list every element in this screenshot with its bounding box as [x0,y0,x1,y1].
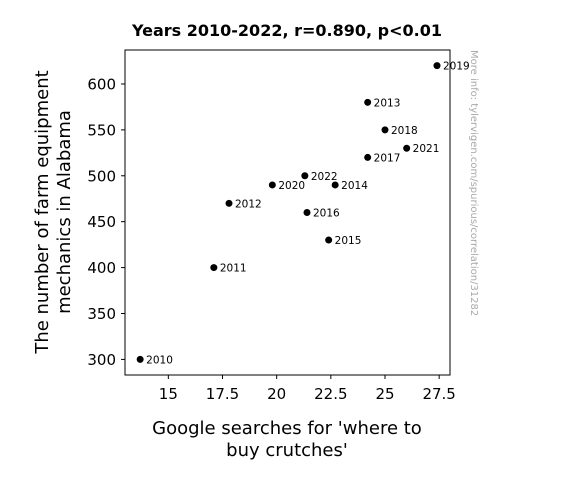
x-tick-label: 22.5 [314,385,347,403]
y-tick-label: 350 [87,305,116,323]
data-point [433,62,441,70]
x-axis-label-line-2: buy crutches' [226,440,348,461]
chart-title: Years 2010-2022, r=0.890, p<0.01 [131,21,442,40]
y-tick-label: 450 [87,213,116,231]
y-axis-label-line-1: The number of farm equipment [32,70,53,354]
data-point [403,144,411,152]
data-point-label: 2016 [313,208,340,220]
y-axis-label: The number of farm equipment mechanics i… [32,70,75,354]
data-point-label: 2018 [391,125,418,137]
y-tick-label: 600 [87,75,116,93]
y-tick-label: 300 [87,351,116,369]
data-point-label: 2019 [443,61,470,73]
data-point [301,172,309,180]
y-axis-label-line-2: mechanics in Alabama [54,110,75,314]
data-point [136,355,144,363]
data-point [225,199,233,207]
y-tick-label: 500 [87,167,116,185]
x-tick-label: 27.5 [422,385,455,403]
data-point [331,181,339,189]
x-tick-label: 17.5 [206,385,239,403]
data-point-label: 2012 [235,198,262,210]
data-point-label: 2020 [278,180,305,192]
data-point-label: 2013 [374,97,401,109]
data-point [325,236,333,244]
data-point [303,209,311,216]
axis-ticks: 15 17.5 20 22.5 25 27.5 300 350 400 450 500 550 600 [87,75,456,403]
x-axis-label-line-1: Google searches for 'where to [152,418,422,439]
data-point-label: 2010 [146,354,173,366]
data-point-label: 2021 [413,143,440,155]
data-point-label: 2011 [220,263,247,275]
data-point [268,181,276,189]
data-point-label: 2015 [335,235,362,247]
x-tick-label: 25 [375,385,394,403]
data-point-label: 2022 [311,171,338,183]
data-point [210,264,218,272]
data-point-label: 2017 [374,152,401,164]
x-tick-label: 20 [267,385,286,403]
y-tick-label: 550 [87,121,116,139]
data-point [381,126,389,134]
data-point-label: 2014 [341,180,368,192]
watermark: More info: tylervigen.com/spurious/corre… [468,50,479,316]
data-point [364,153,372,161]
data-points: 2010 2011 2012 2013 2014 2015 2016 2017 2018 2019… [136,61,470,366]
plot-area-frame [124,49,451,376]
x-tick-label: 15 [159,385,178,403]
data-point [364,98,372,106]
y-tick-label: 400 [87,259,116,277]
